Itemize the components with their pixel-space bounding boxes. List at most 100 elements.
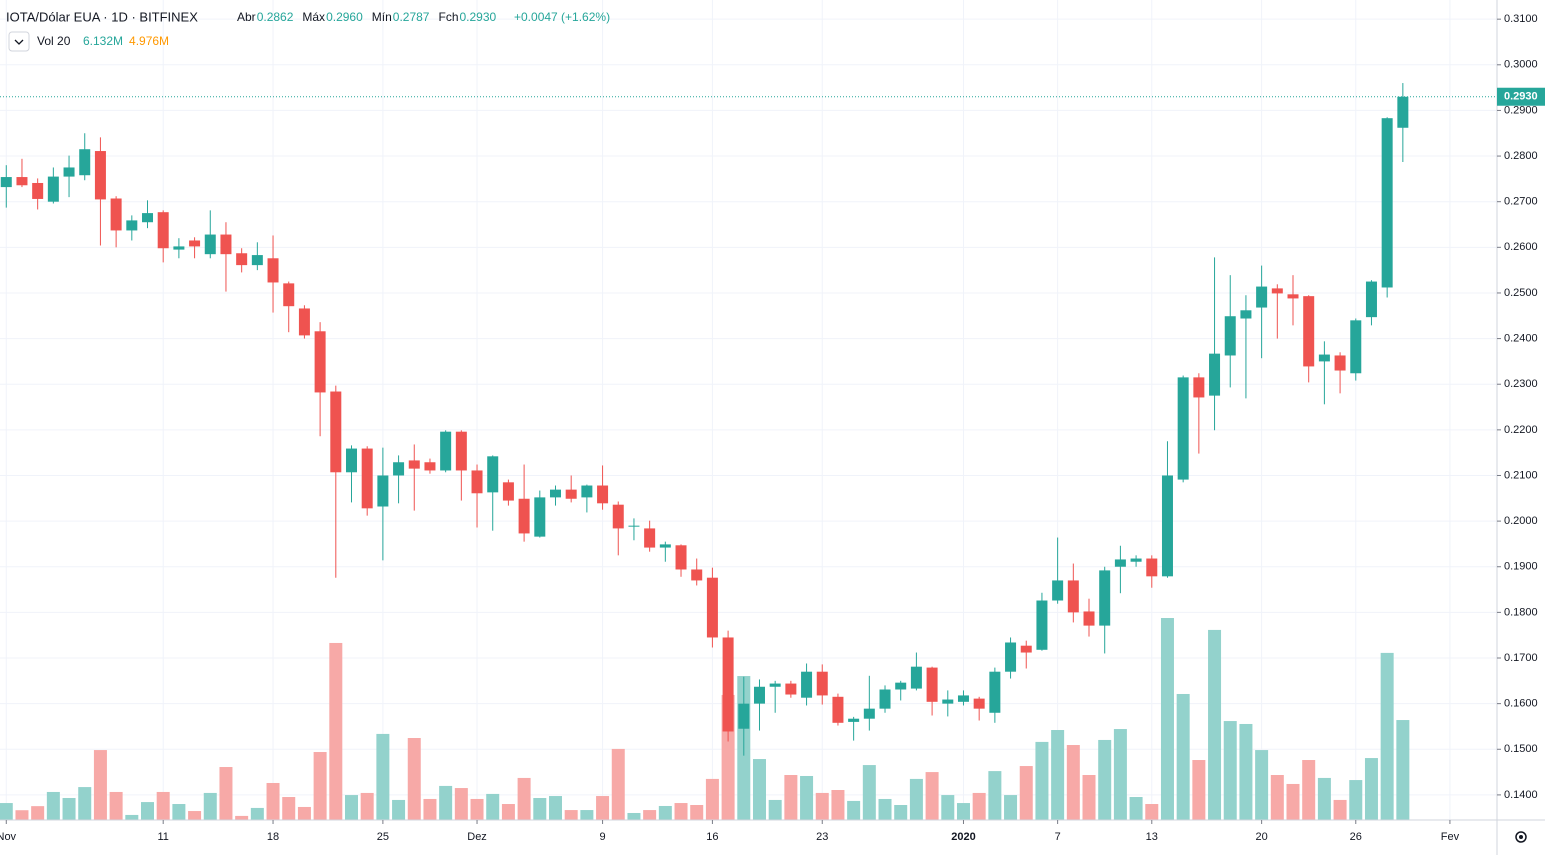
axes: 0.1400 0.1500 0.1600 0.1700 0.1800 0.1900 0.20… xyxy=(0,13,1545,843)
volume-bar xyxy=(454,788,468,820)
volume-legend-values: 6.132M 4.976M xyxy=(83,34,169,48)
volume-bar xyxy=(1004,795,1018,820)
candle-body xyxy=(0,177,12,188)
ohlc-value: 0.2862 xyxy=(257,10,294,24)
candle-body xyxy=(361,448,373,509)
candle-body xyxy=(487,456,499,493)
volume-bar xyxy=(1129,797,1143,820)
y-tick-label: 0.2000 xyxy=(1504,515,1538,527)
candle-body xyxy=(816,671,828,696)
candle-body xyxy=(1067,580,1079,613)
volume-legend: Vol 20 6.132M 4.976M xyxy=(8,31,169,52)
candle-body xyxy=(644,528,656,548)
collapse-button[interactable] xyxy=(8,31,30,52)
volume-bar xyxy=(1349,780,1363,820)
volume-bar xyxy=(1035,741,1049,820)
candle-body xyxy=(283,283,295,307)
volume-bar xyxy=(360,792,374,820)
last-price-tag xyxy=(1497,87,1545,106)
candle-body xyxy=(1177,377,1189,480)
volume-bar xyxy=(235,815,249,820)
volume-bar xyxy=(392,799,406,820)
volume-bar xyxy=(972,792,986,820)
volume-bar xyxy=(548,796,562,820)
candle-body xyxy=(801,671,813,698)
x-tick-label: Fev xyxy=(1441,831,1460,843)
candle-body xyxy=(79,149,91,176)
x-tick-label: 20 xyxy=(1255,831,1267,843)
candle-body xyxy=(612,504,624,529)
volume-bar xyxy=(1255,750,1269,820)
candle-body xyxy=(1114,559,1126,567)
volume-bar xyxy=(313,752,327,820)
candle-body xyxy=(675,545,687,570)
x-tick-label: 9 xyxy=(600,831,606,843)
x-tick-label: 25 xyxy=(377,831,389,843)
volume-bar xyxy=(784,775,798,820)
volume-legend-value: 6.132M xyxy=(83,34,123,48)
candle-body xyxy=(910,666,922,689)
volume-bar xyxy=(501,804,515,820)
volume-bar xyxy=(925,772,939,820)
candle-body xyxy=(345,448,357,473)
candle-body xyxy=(173,246,185,250)
volume-bar xyxy=(1113,729,1127,820)
candle-body xyxy=(1240,310,1252,319)
candle-body xyxy=(455,431,467,471)
y-tick-label: 0.2100 xyxy=(1504,469,1538,481)
volume-bar xyxy=(1239,723,1253,820)
volume-bar xyxy=(674,803,688,820)
candle-body xyxy=(534,497,546,537)
volume-bar xyxy=(1145,804,1159,820)
volume-bar xyxy=(344,795,358,820)
candle-body xyxy=(753,686,765,704)
candle-body xyxy=(408,460,420,469)
candle-body xyxy=(1365,281,1377,318)
volume-bar xyxy=(1364,758,1378,820)
candle-body xyxy=(1020,645,1032,653)
volume-legend-name: Vol 20 xyxy=(37,34,71,48)
candle-body xyxy=(1381,118,1393,288)
candle-body xyxy=(1083,611,1095,626)
candle-body xyxy=(142,213,154,223)
volume-bar xyxy=(439,785,453,820)
x-tick-label: 7 xyxy=(1055,831,1061,843)
volume-legend-value: 4.976M xyxy=(129,34,169,48)
volume-bar xyxy=(78,787,92,820)
grid xyxy=(0,0,1497,820)
candle-body xyxy=(1397,96,1409,128)
candle-body xyxy=(597,485,609,504)
y-tick-label: 0.2800 xyxy=(1504,150,1538,162)
candle-body xyxy=(989,671,1001,713)
volume-bar xyxy=(172,804,186,820)
candle-body xyxy=(1052,580,1064,601)
candle-body xyxy=(565,489,577,499)
candle-body xyxy=(220,234,232,255)
volume-bar xyxy=(1317,777,1331,820)
candle-body xyxy=(832,696,844,723)
candle-body xyxy=(549,489,561,498)
x-tick-label: Dez xyxy=(467,831,487,843)
volume-bar xyxy=(109,791,123,820)
candle-body xyxy=(628,525,640,527)
volume-bar xyxy=(1270,775,1284,820)
candle-body xyxy=(1303,296,1315,367)
candle-body xyxy=(1036,600,1048,650)
settings-icon[interactable] xyxy=(1515,831,1527,843)
volume-bar xyxy=(62,797,76,820)
volume-bar xyxy=(800,775,814,820)
volume-bar xyxy=(705,778,719,820)
candle-body xyxy=(32,182,44,199)
candle-body xyxy=(157,212,169,249)
y-tick-label: 0.1900 xyxy=(1504,561,1538,573)
volume-bar xyxy=(219,767,233,820)
x-tick-label: 11 xyxy=(157,831,168,843)
ohlc-name: Fch xyxy=(438,10,458,24)
x-tick-label: 23 xyxy=(816,831,828,843)
y-tick-label: 0.1600 xyxy=(1504,698,1538,710)
chevron-icon xyxy=(14,39,24,45)
candle-body xyxy=(957,695,969,702)
candle-body xyxy=(1005,642,1017,672)
volume-bar xyxy=(1396,720,1410,820)
y-tick-label: 0.2900 xyxy=(1504,104,1538,116)
